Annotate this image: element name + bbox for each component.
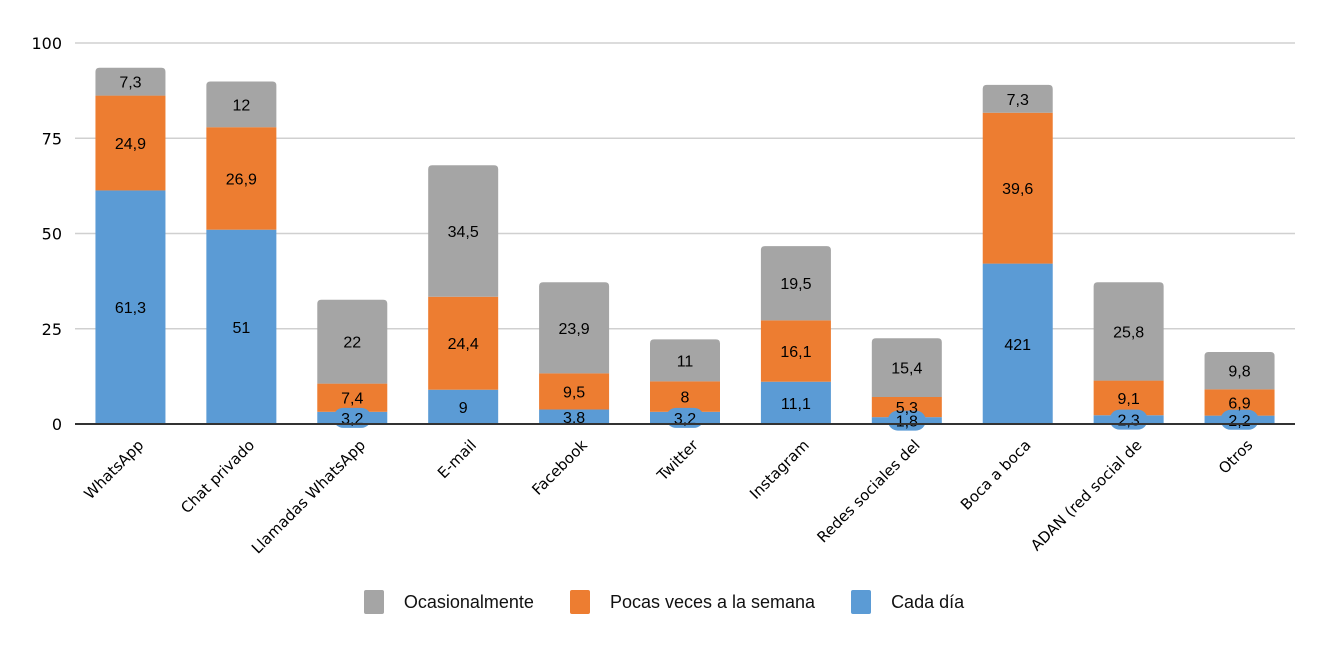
data-label: 9,1 bbox=[1118, 391, 1140, 408]
data-label: 9,5 bbox=[563, 384, 585, 401]
bar-segment-ocasionalmente[interactable] bbox=[650, 339, 720, 382]
bar-segment-ocasionalmente[interactable] bbox=[871, 338, 942, 397]
data-label-bubble-bg bbox=[887, 410, 926, 431]
data-label: 1,8 bbox=[896, 414, 918, 431]
data-label: 61,3 bbox=[115, 300, 146, 317]
bar-segment-ocasionalmente[interactable] bbox=[317, 299, 388, 384]
x-category-label: Otros bbox=[1215, 436, 1257, 478]
data-label: 24,9 bbox=[115, 136, 146, 153]
data-label: 3,2 bbox=[341, 411, 363, 428]
bar-segment-cada-d-a[interactable] bbox=[428, 389, 499, 424]
x-category-label: E-mail bbox=[434, 436, 480, 482]
data-label-bubble-bg bbox=[333, 407, 372, 428]
y-axis-ticks: 0 25 50 75 100 bbox=[31, 34, 62, 434]
legend-swatch-cada-dia bbox=[851, 590, 872, 614]
bar-segment-cada-d-a[interactable] bbox=[982, 263, 1053, 424]
x-category-label: Redes sociales del bbox=[813, 436, 923, 546]
data-label-bubble: 2,2 bbox=[1220, 409, 1259, 430]
y-tick-label: 100 bbox=[31, 34, 62, 53]
bar-segment-pocas-veces-a-la-semana[interactable] bbox=[317, 383, 388, 412]
legend-item-pocas-veces[interactable]: Pocas veces a la semana bbox=[569, 590, 816, 614]
x-category-label: WhatsApp bbox=[80, 436, 147, 503]
legend-label: Ocasionalmente bbox=[403, 591, 534, 612]
bar-segment-ocasionalmente[interactable] bbox=[1204, 351, 1275, 390]
bar-segment-cada-d-a[interactable] bbox=[95, 190, 166, 424]
data-label: 3,2 bbox=[674, 411, 696, 428]
bar-segment-ocasionalmente[interactable] bbox=[95, 67, 166, 96]
data-label: 26,9 bbox=[226, 171, 257, 188]
y-tick-label: 0 bbox=[52, 415, 62, 434]
data-label: 11,1 bbox=[781, 396, 811, 413]
data-label: 39,6 bbox=[1002, 181, 1033, 198]
bar-segment-pocas-veces-a-la-semana[interactable] bbox=[982, 112, 1053, 264]
legend-item-ocasionalmente[interactable]: Ocasionalmente bbox=[363, 590, 534, 614]
data-label-bubble: 1,8 bbox=[887, 410, 926, 431]
data-label: 421 bbox=[1004, 337, 1031, 354]
bar-segment-ocasionalmente[interactable] bbox=[760, 246, 831, 321]
bar-segment-ocasionalmente[interactable] bbox=[428, 165, 499, 297]
bar-segment-pocas-veces-a-la-semana[interactable] bbox=[871, 396, 942, 418]
legend-item-cada-dia[interactable]: Cada día bbox=[851, 590, 964, 614]
legend-label: Pocas veces a la semana bbox=[609, 591, 816, 612]
x-category-label: Llamadas WhatsApp bbox=[248, 436, 369, 557]
bar-segment-pocas-veces-a-la-semana[interactable] bbox=[760, 320, 831, 382]
x-category-label: Twitter bbox=[653, 436, 703, 486]
legend-swatch-pocas-veces bbox=[569, 590, 590, 614]
data-label: 15,4 bbox=[891, 361, 922, 378]
data-label: 9 bbox=[459, 400, 468, 417]
data-label-bubble-bg bbox=[666, 407, 704, 428]
data-label: 5,3 bbox=[896, 400, 918, 417]
data-label: 2,3 bbox=[1118, 413, 1140, 430]
bar-segment-pocas-veces-a-la-semana[interactable] bbox=[539, 373, 610, 410]
legend-swatch-ocasionalmente bbox=[363, 590, 384, 614]
data-label: 24,4 bbox=[448, 336, 479, 353]
x-category-label: Instagram bbox=[746, 436, 813, 503]
bar-segment-pocas-veces-a-la-semana[interactable] bbox=[95, 95, 166, 191]
data-label: 6,9 bbox=[1228, 395, 1250, 412]
y-tick-label: 50 bbox=[42, 225, 62, 244]
data-label: 51 bbox=[232, 320, 250, 337]
gridlines bbox=[75, 42, 1295, 330]
y-tick-label: 25 bbox=[42, 320, 62, 339]
legend: Ocasionalmente Pocas veces a la semana C… bbox=[0, 590, 1328, 614]
data-label: 25,8 bbox=[1113, 324, 1144, 341]
x-category-label: Facebook bbox=[528, 436, 591, 499]
data-label-bubble: 2,3 bbox=[1109, 409, 1148, 430]
bar-segment-pocas-veces-a-la-semana[interactable] bbox=[1093, 380, 1164, 416]
data-label: 34,5 bbox=[448, 224, 479, 241]
bar-segment-pocas-veces-a-la-semana[interactable] bbox=[206, 127, 277, 230]
legend-label: Cada día bbox=[891, 591, 965, 612]
data-label: 11 bbox=[677, 353, 694, 370]
x-category-label: ADAN (red social de bbox=[1027, 436, 1145, 554]
bar-segment-ocasionalmente[interactable] bbox=[1093, 282, 1164, 381]
bar-segment-ocasionalmente[interactable] bbox=[206, 81, 277, 128]
data-label: 12 bbox=[232, 97, 250, 114]
data-label: 8 bbox=[681, 390, 690, 407]
data-label: 19,5 bbox=[780, 276, 811, 293]
data-label: 3,8 bbox=[563, 410, 585, 427]
bar-segment-ocasionalmente[interactable] bbox=[539, 282, 610, 374]
data-label: 9,8 bbox=[1228, 364, 1250, 381]
data-label: 7,3 bbox=[1007, 92, 1029, 109]
bar-segment-ocasionalmente[interactable] bbox=[982, 84, 1053, 113]
data-label: 22 bbox=[343, 335, 361, 352]
x-category-label: Chat privado bbox=[177, 436, 258, 517]
bar-segment-cada-d-a[interactable] bbox=[206, 229, 277, 424]
bar-segment-cada-d-a[interactable] bbox=[760, 381, 831, 424]
x-category-label: Boca a boca bbox=[957, 436, 1035, 514]
data-label: 7,4 bbox=[341, 391, 363, 408]
bar-segment-pocas-veces-a-la-semana[interactable] bbox=[650, 381, 720, 412]
data-label: 2,2 bbox=[1228, 413, 1250, 430]
bar-segment-pocas-veces-a-la-semana[interactable] bbox=[428, 296, 499, 390]
y-tick-label: 75 bbox=[42, 129, 62, 148]
data-label: 7,3 bbox=[119, 75, 141, 92]
bars bbox=[95, 67, 1275, 424]
data-label: 16,1 bbox=[780, 344, 811, 361]
bar-segment-cada-d-a[interactable] bbox=[539, 409, 610, 424]
data-label: 23,9 bbox=[559, 321, 590, 338]
